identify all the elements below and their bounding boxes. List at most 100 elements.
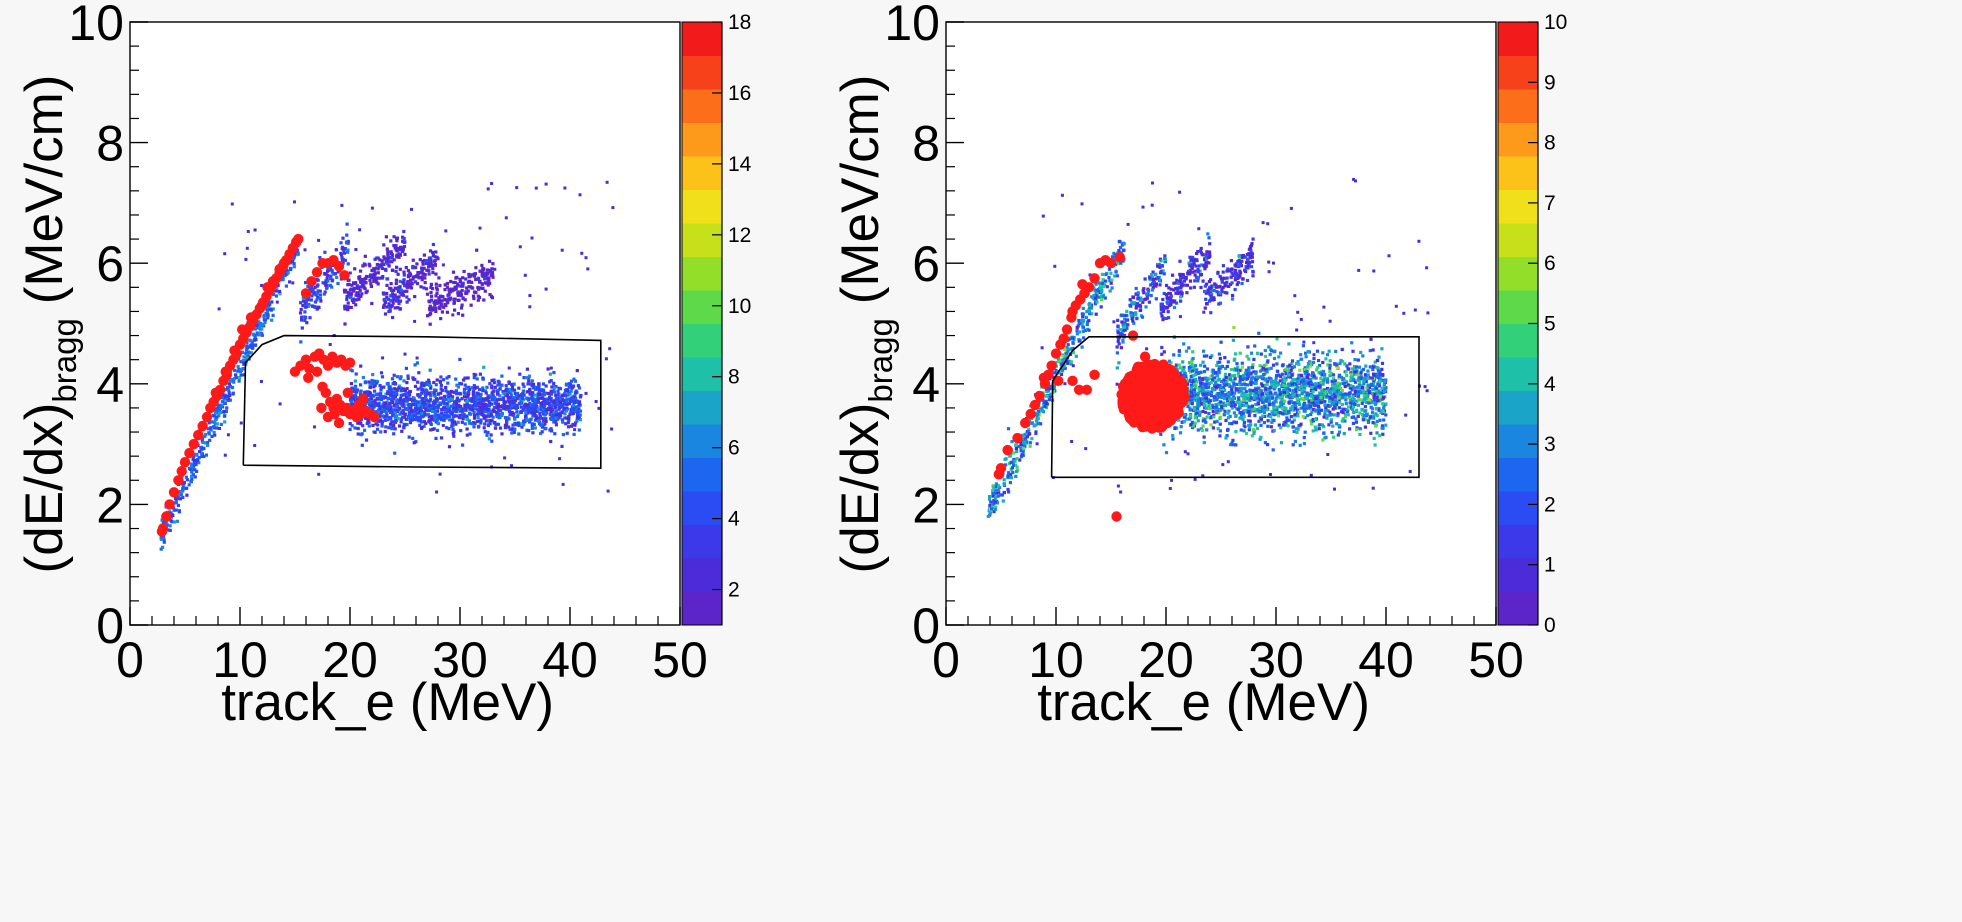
hist-cell-blob-0 [1315,428,1318,431]
hist-cell-blob-0 [1269,353,1272,356]
hist-cell-blob-0 [534,426,537,429]
hist-cell-band-2 [364,255,367,258]
hist-cell-band-0 [1090,306,1093,309]
hist-cell-sparse [597,407,600,410]
hist-cell-blob-0 [550,379,553,382]
hist-cell-blob-0 [374,399,377,402]
hist-cell-sparse [371,207,374,210]
hist-cell-band-0 [195,453,198,456]
hist-cell-band-0 [1066,350,1069,353]
hist-cell-band-3 [1234,278,1237,281]
hist-cell-band-1 [347,262,350,265]
hist-cell-band-4 [474,272,477,275]
hist-cell-band-0 [287,271,290,274]
hist-cell-blob-0 [1256,427,1259,430]
hist-cell-blob-0 [573,424,576,427]
hist-cell-band-4 [483,277,486,280]
hist-cell-band-1 [1116,325,1119,328]
hist-cell-band-3 [399,307,402,310]
hist-cell-band-2 [1166,301,1169,304]
hist-cell-blob-0 [505,421,508,424]
hist-cell-band-2 [390,250,393,253]
hist-cell-sparse [291,281,294,284]
hist-cell-band-2 [368,263,371,266]
hist-cell-band-2 [1165,284,1168,287]
hist-cell-sparse [563,187,566,190]
hist-cell-blob-0 [572,385,575,388]
hist-cell-blob-0 [509,428,512,431]
hist-cell-blob-0 [463,388,466,391]
hist-cell-sparse [381,356,384,359]
hist-cell-band-4 [439,317,442,320]
hist-cell-blob-0 [1312,429,1315,432]
hist-cell-band-2 [1208,251,1211,254]
hist-cell-blob-0 [433,402,436,405]
hist-cell-band-4 [429,291,432,294]
hist-cell-band-2 [395,266,398,269]
hist-cell-band-3 [395,282,398,285]
hist-cell-blob-0 [461,421,464,424]
hist-cell-band-3 [422,286,425,289]
hist-cell-blob-0 [393,452,396,455]
hist-cell-band-2 [346,308,349,311]
hist-cell-blob-0 [544,413,547,416]
hist-cell-blob-0 [542,389,545,392]
hist-cell-blob-0 [1323,416,1326,419]
hist-cell-blob-0 [394,427,397,430]
hist-cell-band-0 [992,484,995,487]
hist-cell-band-0 [192,473,195,476]
hist-cell-band-3 [427,260,430,263]
hist-cell-blob-0 [574,380,577,383]
hist-cell-band-1 [1125,310,1128,313]
hist-cell-blob-0 [473,387,476,390]
hist-cell-band-4 [435,299,438,302]
hist-cell-band-4 [488,282,491,285]
hist-cell-band-3 [402,271,405,274]
hist-cell-band-3 [403,278,406,281]
hist-cell-blob-0 [416,381,419,384]
hist-cell-band-1 [303,310,306,313]
hist-cell-band-1 [1159,259,1162,262]
hist-cell-blob-0 [537,408,540,411]
hist-cell-blob-0 [1351,367,1354,370]
red-marker [345,358,355,368]
hist-cell-blob-0 [429,369,432,372]
hist-cell-sparse [317,239,320,242]
hist-cell-band-2 [361,278,364,281]
hist-cell-blob-0 [561,394,564,397]
hist-cell-band-3 [395,279,398,282]
hist-cell-band-2 [1186,284,1189,287]
hist-cell-blob-0 [522,390,525,393]
hist-cell-band-0 [232,392,235,395]
hist-cell-band-3 [1242,278,1245,281]
hist-cell-sparse [313,425,316,428]
hist-cell-sparse [358,228,361,231]
hist-cell-band-2 [386,247,389,250]
hist-cell-sparse [218,307,221,310]
hist-cell-band-2 [1201,253,1204,256]
hist-cell-blob-0 [418,395,421,398]
hist-cell-band-1 [1145,293,1148,296]
hist-cell-band-3 [415,262,418,265]
hist-cell-blob-0 [394,411,397,414]
hist-cell-band-2 [368,279,371,282]
red-marker [321,388,331,398]
hist-cell-band-0 [1085,316,1088,319]
hist-cell-band-1 [1158,283,1161,286]
hist-cell-blob-0 [477,416,480,419]
hist-cell-band-3 [420,267,423,270]
hist-cell-blob-0 [576,400,579,403]
hist-cell-blob-0 [1277,355,1280,358]
hist-cell-band-4 [449,280,452,283]
hist-cell-sparse [435,491,438,494]
hist-cell-blob-0 [1232,339,1235,342]
red-marker [189,439,199,449]
hist-cell-band-2 [362,284,365,287]
hist-cell-blob-0 [359,365,362,368]
hist-cell-band-0 [1006,474,1009,477]
hist-cell-band-0 [169,524,172,527]
hist-cell-blob-0 [489,422,492,425]
hist-cell-band-3 [1239,271,1242,274]
hist-cell-blob-0 [387,405,390,408]
